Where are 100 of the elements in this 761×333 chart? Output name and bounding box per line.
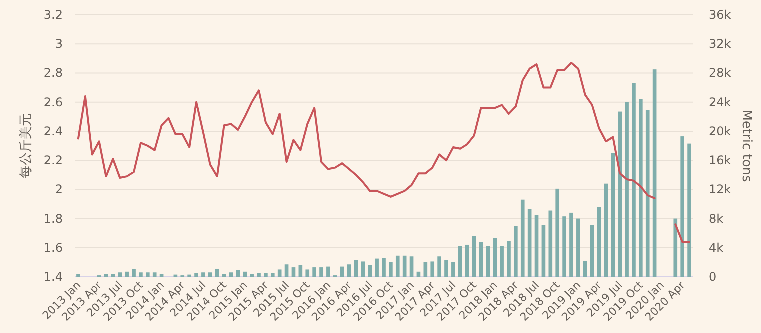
bar xyxy=(208,272,212,277)
bar xyxy=(465,244,470,277)
bar xyxy=(452,262,456,277)
y2-tick-label: 20k xyxy=(709,124,732,138)
bar xyxy=(562,216,566,277)
bar xyxy=(243,272,248,277)
bar xyxy=(160,274,164,277)
bar xyxy=(472,236,476,277)
y2-tick-label: 28k xyxy=(709,66,732,80)
bar xyxy=(479,242,484,277)
bar xyxy=(361,262,366,277)
y-tick-label: 2.8 xyxy=(44,66,63,80)
bar xyxy=(416,272,421,277)
bar xyxy=(597,207,602,277)
bar xyxy=(402,256,407,277)
bar xyxy=(514,226,518,277)
bar xyxy=(674,218,678,277)
bar xyxy=(507,241,511,277)
y-tick-label: 1.4 xyxy=(44,270,63,284)
bar xyxy=(611,153,616,277)
bar xyxy=(604,184,608,277)
y2-tick-label: 12k xyxy=(709,182,732,197)
bar xyxy=(111,274,116,277)
bar xyxy=(326,266,330,277)
bar xyxy=(493,238,498,277)
bar xyxy=(194,273,198,277)
bar xyxy=(298,265,303,277)
bar xyxy=(347,264,352,277)
y-tick-label: 2.2 xyxy=(44,154,63,168)
bar xyxy=(590,225,594,277)
y2-tick-label: 16k xyxy=(709,154,732,168)
y2-tick-label: 8k xyxy=(709,212,724,226)
bar xyxy=(534,215,539,277)
bar xyxy=(236,270,240,277)
bar xyxy=(257,273,261,277)
bar xyxy=(152,272,157,277)
y-tick-label: 2 xyxy=(55,182,63,197)
bar xyxy=(410,256,414,277)
bar xyxy=(444,260,448,277)
bar xyxy=(632,83,636,277)
bar xyxy=(320,268,324,277)
bar xyxy=(139,272,143,277)
bar xyxy=(639,99,643,277)
y-tick-label: 1.8 xyxy=(44,212,63,226)
bar xyxy=(618,112,622,277)
y2-tick-label: 24k xyxy=(709,95,732,110)
bar xyxy=(625,102,629,277)
bar xyxy=(270,273,275,277)
bar xyxy=(542,225,546,277)
bar xyxy=(646,110,650,277)
bar xyxy=(292,268,296,277)
bar xyxy=(222,274,226,277)
y-axis-title: 每公斤美元 xyxy=(18,114,34,178)
bar xyxy=(229,272,234,277)
bar xyxy=(458,246,462,277)
y-tick-label: 2.4 xyxy=(44,124,63,138)
bar xyxy=(486,246,490,277)
bar xyxy=(118,272,122,277)
bar xyxy=(396,256,400,277)
bar xyxy=(424,262,428,277)
bar xyxy=(278,270,282,277)
bar xyxy=(576,218,580,277)
bar xyxy=(438,256,442,277)
bar xyxy=(570,212,574,277)
bar xyxy=(132,268,136,277)
bar xyxy=(556,188,560,277)
bar xyxy=(583,260,588,277)
y-tick-label: 1.6 xyxy=(44,240,63,255)
bar xyxy=(430,262,435,277)
bar xyxy=(375,258,379,277)
y2-tick-label: 4k xyxy=(709,240,724,255)
bar xyxy=(340,266,344,277)
bar xyxy=(76,274,80,277)
bar xyxy=(500,246,504,277)
y2-tick-label: 36k xyxy=(709,8,732,22)
bar xyxy=(680,136,684,277)
bar xyxy=(146,272,150,277)
bar xyxy=(548,210,553,277)
bar xyxy=(104,274,108,277)
bar xyxy=(354,260,358,277)
y2-tick-label: 0 xyxy=(709,270,717,284)
bar xyxy=(215,268,220,277)
bar xyxy=(652,70,657,277)
bar xyxy=(306,270,310,277)
bar xyxy=(312,268,316,277)
bar xyxy=(368,265,372,277)
bar xyxy=(688,144,692,277)
y-tick-label: 3.2 xyxy=(44,8,63,22)
y-tick-label: 2.6 xyxy=(44,95,63,110)
bar xyxy=(528,209,532,277)
bar xyxy=(382,258,386,277)
y2-axis-title: Metric tons xyxy=(739,110,754,183)
bar xyxy=(250,274,254,277)
bar xyxy=(202,272,206,277)
bar xyxy=(389,262,393,277)
y-tick-label: 3 xyxy=(55,37,63,52)
bar xyxy=(520,200,525,277)
bar xyxy=(125,272,129,277)
bar xyxy=(284,264,289,277)
bar xyxy=(264,273,268,277)
